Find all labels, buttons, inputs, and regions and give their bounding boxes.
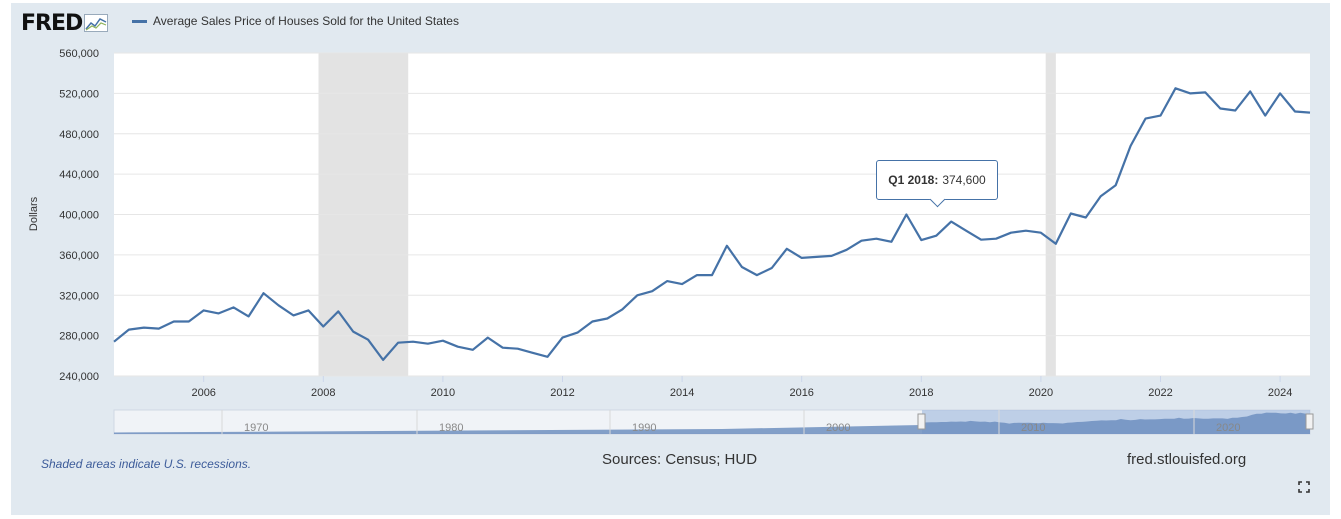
tooltip-value: 374,600 <box>942 173 986 187</box>
tooltip-date: Q1 2018: <box>888 173 939 187</box>
fred-logo[interactable]: FRED <box>21 10 109 36</box>
navigator-tick-label: 2020 <box>1216 422 1240 434</box>
x-tick-label: 2012 <box>550 387 574 399</box>
y-tick-label: 440,000 <box>59 169 99 181</box>
series-line[interactable] <box>113 87 1311 361</box>
y-tick-label: 240,000 <box>59 371 99 383</box>
y-tick-label: 320,000 <box>59 290 99 302</box>
navigator-handle-left[interactable] <box>917 413 926 430</box>
legend-label: Average Sales Price of Houses Sold for t… <box>153 14 459 28</box>
x-tick-label: 2008 <box>311 387 335 399</box>
site-link[interactable]: fred.stlouisfed.org <box>1127 451 1247 468</box>
x-tick-label: 2010 <box>431 387 455 399</box>
y-tick-label: 280,000 <box>59 331 99 343</box>
y-tick-label: 560,000 <box>59 48 99 60</box>
x-tick-label: 2022 <box>1148 387 1172 399</box>
navigator[interactable]: 1970 1980 1990 2000 2010 2020 <box>113 409 1314 435</box>
data-tooltip: Q1 2018: 374,600 <box>876 160 998 208</box>
x-tick-label: 2020 <box>1029 387 1053 399</box>
y-tick-label: 400,000 <box>59 210 99 222</box>
x-tick-label: 2018 <box>909 387 933 399</box>
navigator-series-area <box>114 412 1310 434</box>
y-tick-label: 360,000 <box>59 250 99 262</box>
navigator-tick-label: 1990 <box>632 422 656 434</box>
x-tick-label: 2024 <box>1268 387 1292 399</box>
y-tick-label: 520,000 <box>59 88 99 100</box>
navigator-tick-label: 1970 <box>244 422 268 434</box>
legend-swatch <box>132 19 147 23</box>
logo-text: FRED <box>21 10 83 36</box>
x-tick-label: 2016 <box>789 387 813 399</box>
navigator-handle-right[interactable] <box>1305 413 1314 430</box>
fred-graph-icon <box>84 14 109 32</box>
x-tick-label: 2014 <box>670 387 694 399</box>
recession-note: Shaded areas indicate U.S. recessions. <box>41 457 252 471</box>
sources-text: Sources: Census; HUD <box>602 451 758 468</box>
chart-legend: Average Sales Price of Houses Sold for t… <box>132 14 459 28</box>
navigator-tick-label: 2000 <box>826 422 850 434</box>
y-tick-label: 480,000 <box>59 129 99 141</box>
navigator-tick-label: 2010 <box>1021 422 1045 434</box>
x-tick-label: 2006 <box>191 387 215 399</box>
fullscreen-icon[interactable] <box>1298 481 1310 493</box>
navigator-tick-label: 1980 <box>439 422 463 434</box>
